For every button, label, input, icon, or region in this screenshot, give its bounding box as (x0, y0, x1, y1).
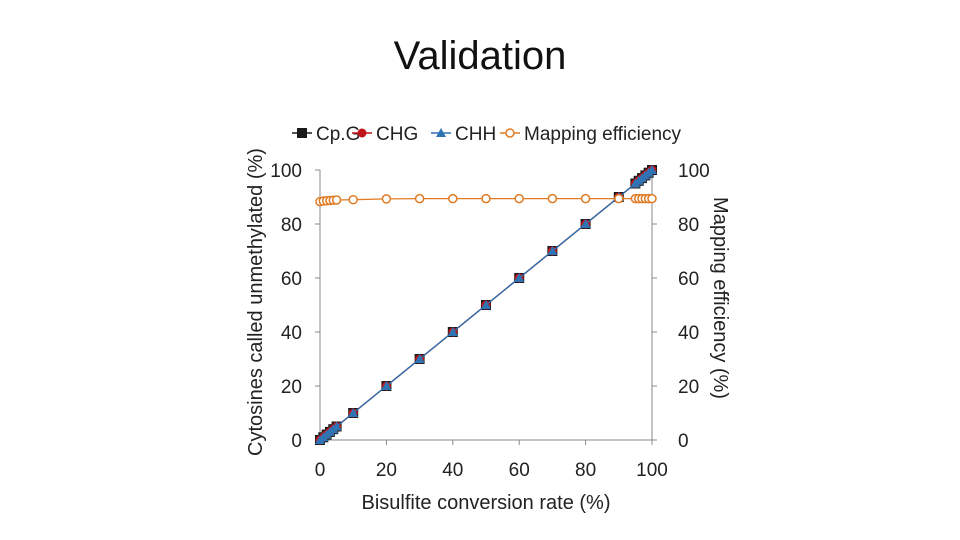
x-ticks: 0 20 40 60 80 100 (315, 440, 668, 481)
y2-tick-label: 80 (678, 215, 699, 236)
legend-label: CHH (455, 124, 496, 145)
x-tick-label: 100 (636, 460, 668, 481)
data-point (481, 300, 491, 309)
y2-tick-label: 40 (678, 323, 699, 344)
y2-axis-label: Mapping efficiency (%) (709, 197, 731, 399)
x-axis-label: Bisulfite conversion rate (%) (362, 492, 611, 514)
legend-item: Cp.G (292, 124, 360, 145)
data-point (331, 421, 342, 431)
data-point (414, 354, 425, 363)
legend-item: CHG (352, 124, 418, 145)
y-tick-label: 100 (270, 161, 302, 182)
y2-tick-label: 0 (678, 431, 689, 452)
data-point (580, 193, 591, 204)
series-chh (315, 165, 657, 444)
data-point (331, 195, 342, 205)
legend-marker (297, 128, 307, 138)
legend-marker (505, 128, 515, 138)
x-tick-label: 40 (442, 460, 463, 481)
data-point (647, 165, 657, 174)
legend-marker (357, 128, 367, 138)
data-point (580, 219, 591, 228)
y2-ticks-right: 0 20 40 60 80 100 (652, 161, 710, 452)
legend: Cp.G CHG CHH Mapping efficiency (292, 124, 682, 145)
data-point (647, 193, 657, 204)
data-point (448, 193, 458, 204)
plot-frame (319, 170, 653, 441)
y-tick-label: 20 (281, 377, 302, 398)
y-ticks-left: 0 20 40 60 80 100 (270, 161, 320, 452)
data-point (381, 194, 392, 204)
data-point (447, 327, 458, 336)
data-point (614, 193, 624, 204)
y-axis-label: Cytosines called unmethylated (%) (245, 148, 267, 456)
y-tick-label: 80 (281, 215, 302, 236)
series-mapping-efficiency (315, 193, 657, 207)
data-point (547, 246, 558, 255)
data-point (381, 381, 392, 390)
x-tick-label: 60 (509, 460, 530, 481)
y2-tick-label: 20 (678, 377, 699, 398)
legend-item: Mapping efficiency (500, 124, 682, 145)
data-point (348, 408, 359, 417)
legend-label: CHG (376, 124, 418, 145)
data-point (547, 193, 558, 204)
legend-marker (436, 128, 446, 137)
slide-title: Validation (393, 34, 567, 78)
y-tick-label: 40 (281, 323, 302, 344)
legend-label: Mapping efficiency (524, 124, 682, 145)
data-point (514, 273, 525, 282)
legend-item: CHH (431, 124, 496, 145)
data-point (514, 193, 524, 204)
y2-tick-label: 60 (678, 269, 699, 290)
legend-label: Cp.G (316, 124, 360, 145)
y-tick-label: 0 (291, 431, 302, 452)
x-tick-label: 80 (575, 460, 596, 481)
series-layer (315, 165, 657, 445)
y-tick-label: 60 (281, 269, 302, 290)
x-tick-label: 0 (315, 460, 326, 481)
data-point (414, 193, 425, 204)
x-tick-label: 20 (376, 460, 397, 481)
data-point (481, 193, 491, 204)
y2-tick-label: 100 (678, 161, 710, 182)
data-point (348, 194, 358, 205)
